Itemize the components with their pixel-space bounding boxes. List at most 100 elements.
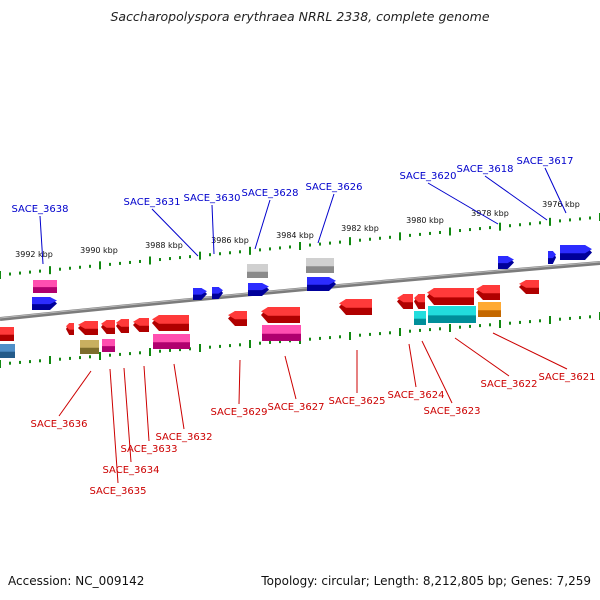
gene-grey-1-shade	[247, 264, 268, 272]
gene-cyan-a-shade	[414, 311, 426, 319]
ruler-tick-bottom	[379, 332, 381, 336]
ruler-tick-top	[559, 219, 561, 223]
ruler-tick-bottom	[429, 328, 431, 332]
ruler-tick-top	[309, 243, 311, 247]
gene-olive-shade	[80, 340, 99, 348]
scale-label: 3980 kbp	[406, 216, 444, 225]
leader-line	[123, 367, 132, 463]
ruler-tick-top	[89, 264, 91, 268]
ruler-tick-top	[289, 245, 291, 249]
ruler-tick-bottom	[89, 355, 91, 359]
gene-label-forward: SACE_3628	[242, 188, 299, 199]
ruler-tick-bottom	[159, 349, 161, 353]
scale-label: 3992 kbp	[15, 250, 53, 259]
ruler-tick-bottom	[589, 315, 591, 319]
ruler-tick-bottom	[49, 356, 51, 364]
ruler-tick-bottom	[309, 337, 311, 341]
ruler-tick-top	[489, 226, 491, 230]
gene-label-forward: SACE_3631	[124, 197, 181, 208]
ruler-tick-bottom	[449, 324, 451, 332]
leader-line	[151, 208, 199, 257]
ruler-tick-bottom	[19, 360, 21, 364]
ruler-tick-bottom	[479, 324, 481, 328]
ruler-tick-top	[169, 257, 171, 261]
ruler-tick-top	[409, 233, 411, 237]
ruler-tick-top	[149, 256, 151, 265]
ruler-tick-bottom	[249, 340, 251, 348]
ruler-tick-top	[389, 235, 391, 239]
ruler-tick-bottom	[39, 359, 41, 363]
reverse-ruler	[0, 312, 600, 368]
ruler-tick-top	[539, 221, 541, 225]
ruler-tick-bottom	[129, 352, 131, 356]
ruler-tick-bottom	[109, 353, 111, 357]
ruler-tick-bottom	[139, 351, 141, 355]
leader-line	[408, 343, 417, 388]
ruler-tick-top	[0, 271, 1, 279]
leader-line	[109, 368, 119, 484]
gene-sace-3633-shade	[133, 318, 149, 326]
gene-red-edge-shade	[0, 327, 14, 335]
ruler-tick-bottom	[219, 344, 221, 348]
leader-line	[427, 182, 499, 225]
leader-line	[544, 167, 567, 214]
gene-label-reverse: SACE_3624	[388, 390, 445, 401]
leader-line	[58, 370, 92, 417]
gene-features	[0, 245, 592, 358]
leader-line	[454, 337, 510, 377]
gene-label-forward: SACE_3617	[517, 156, 574, 167]
gene-sace-3630-shade	[212, 287, 223, 294]
ruler-tick-top	[399, 232, 401, 241]
gene-cyan-b-shade	[428, 306, 476, 316]
ruler-tick-top	[269, 247, 271, 251]
ruler-tick-bottom	[349, 332, 351, 340]
gene-label-reverse: SACE_3635	[90, 486, 147, 497]
ruler-tick-bottom	[359, 333, 361, 337]
ruler-tick-top	[209, 253, 211, 257]
ruler-tick-top	[159, 258, 161, 262]
leader-line	[421, 340, 453, 404]
ruler-tick-bottom	[169, 348, 171, 352]
ruler-tick-bottom	[519, 320, 521, 324]
ruler-tick-top	[479, 227, 481, 231]
ruler-tick-bottom	[409, 329, 411, 333]
leader-line	[39, 215, 44, 265]
gene-label-reverse: SACE_3634	[103, 465, 160, 476]
scale-label: 3990 kbp	[80, 246, 118, 255]
gene-pink-a-shade	[102, 339, 115, 347]
gene-pink-b-shade	[153, 334, 190, 343]
ruler-tick-top	[319, 242, 321, 246]
leader-line	[211, 204, 215, 255]
ruler-tick-bottom	[439, 327, 441, 331]
gene-pink-fwd-shade	[33, 280, 57, 288]
ruler-tick-top	[429, 231, 431, 235]
ruler-tick-bottom	[579, 316, 581, 320]
gene-red-a-shade	[78, 321, 98, 329]
gene-label-reverse: SACE_3627	[268, 402, 325, 413]
scale-labels: 3976 kbp 3978 kbp 3980 kbp 3982 kbp 3984 kbp…	[15, 200, 580, 259]
ruler-tick-bottom	[489, 323, 491, 327]
ruler-tick-bottom	[509, 321, 511, 325]
ruler-tick-top	[589, 216, 591, 220]
ruler-tick-top	[299, 242, 301, 250]
gene-sace-3629-shade	[228, 311, 247, 320]
ruler-tick-top	[109, 262, 111, 266]
ruler-tick-top	[59, 267, 61, 271]
ruler-tick-top	[229, 251, 231, 255]
ruler-tick-top	[359, 238, 361, 242]
ruler-tick-bottom	[99, 352, 101, 360]
gene-sace-3636-shade	[66, 323, 74, 330]
leader-line	[254, 199, 271, 250]
ruler-tick-bottom	[469, 324, 471, 328]
gene-orange-shade	[478, 302, 501, 311]
ruler-tick-bottom	[149, 348, 151, 356]
gene-label-reverse: SACE_3632	[156, 432, 213, 443]
ruler-tick-top	[239, 250, 241, 254]
scale-label: 3988 kbp	[145, 241, 183, 250]
ruler-tick-bottom	[559, 317, 561, 321]
ruler-tick-bottom	[369, 332, 371, 336]
ruler-tick-bottom	[339, 335, 341, 339]
ruler-tick-top	[419, 232, 421, 236]
gene-sace-3623-shade	[427, 288, 474, 298]
